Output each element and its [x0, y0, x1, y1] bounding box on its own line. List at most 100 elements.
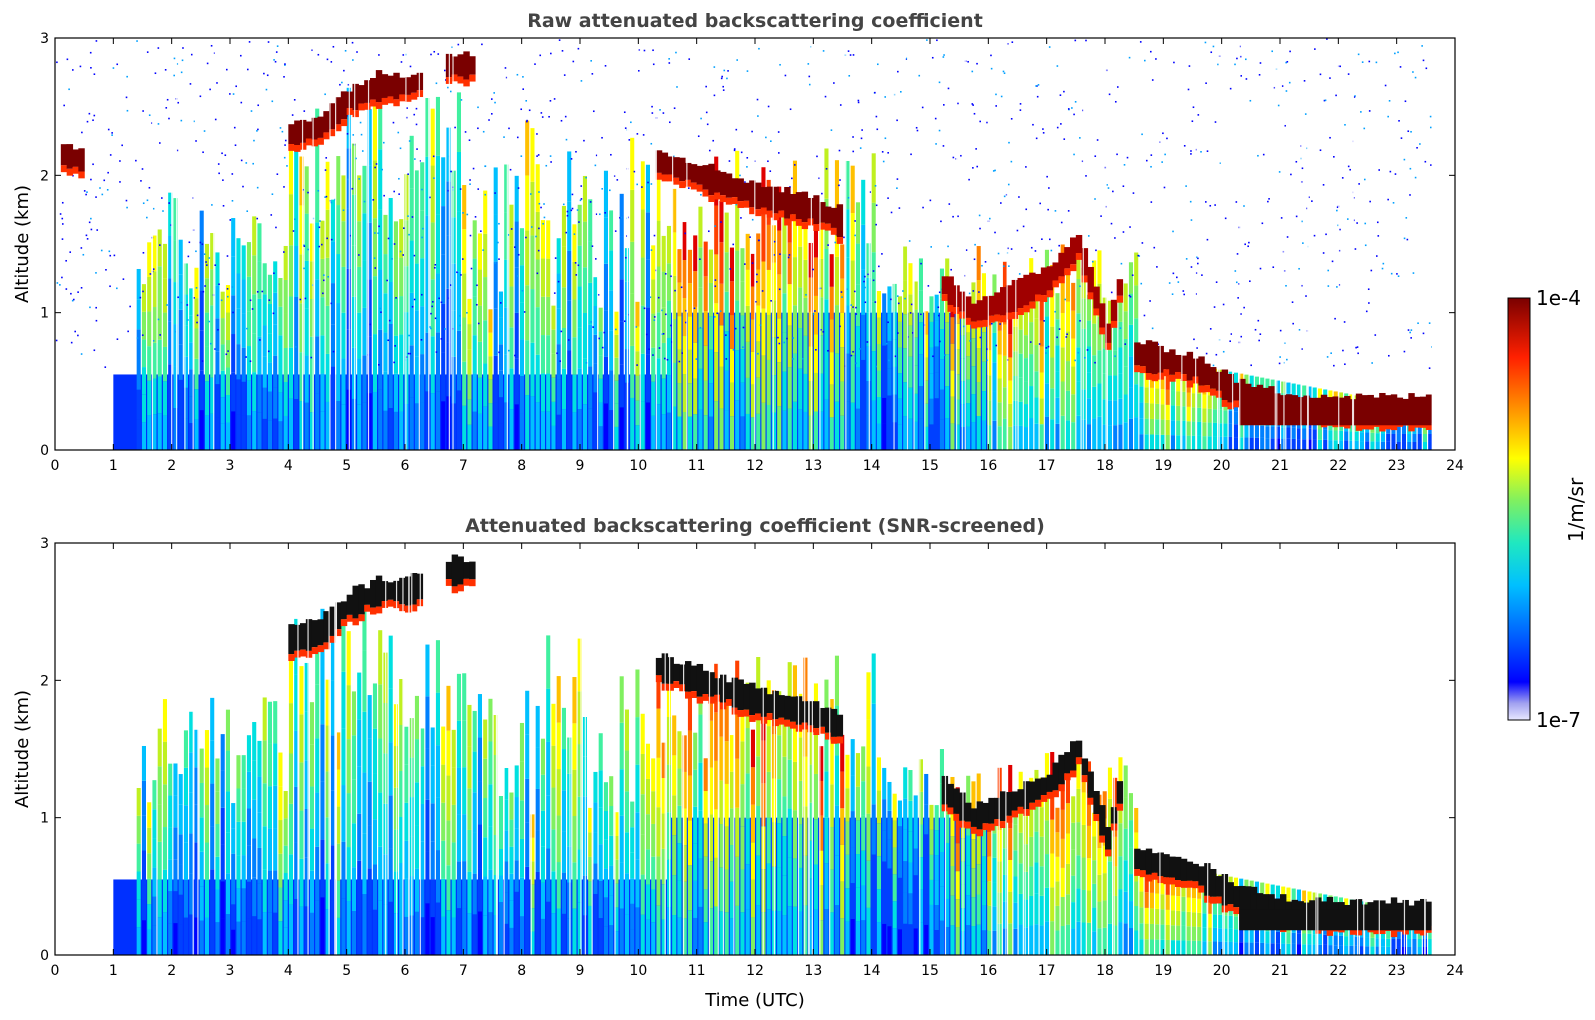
noise-pixel: [528, 109, 531, 112]
precip-streak: [588, 832, 593, 857]
precip-streak: [598, 918, 603, 955]
precip-streak: [1013, 824, 1018, 851]
cloud-edge: [451, 586, 459, 594]
precip-streak: [955, 815, 960, 844]
precip-streak: [1034, 371, 1039, 398]
precip-streak: [498, 291, 503, 318]
precip-streak: [162, 381, 167, 416]
precip-streak: [876, 922, 881, 955]
cloud-edge: [1385, 422, 1392, 430]
cloud-cell: [1198, 356, 1205, 386]
noise-pixel: [265, 88, 268, 91]
noise-pixel: [729, 268, 732, 270]
precip-streak: [147, 878, 152, 905]
precip-streak: [666, 812, 671, 860]
precip-streak: [635, 764, 640, 813]
precip-streak: [1207, 941, 1212, 955]
cloud-edge: [679, 684, 686, 692]
noise-pixel: [1143, 314, 1146, 317]
noise-pixel: [657, 296, 660, 299]
precip-streak: [1134, 417, 1139, 450]
noise-pixel: [105, 268, 107, 271]
precip-streak: [1044, 786, 1049, 821]
cloud-edge: [335, 629, 342, 637]
noise-pixel: [902, 290, 904, 292]
cloud-cell: [288, 624, 295, 655]
precip-streak: [1312, 387, 1317, 398]
precip-streak: [903, 280, 908, 315]
precip-streak: [409, 292, 414, 346]
precip-streak: [672, 188, 677, 233]
precip-streak: [388, 407, 393, 450]
precip-streak: [514, 175, 519, 222]
precip-streak: [273, 785, 278, 829]
noise-pixel: [1347, 165, 1350, 168]
noise-pixel: [449, 284, 452, 286]
precip-streak: [362, 260, 367, 308]
precip-streak: [745, 269, 750, 306]
precip-streak: [792, 160, 797, 209]
precip-streak: [614, 357, 619, 381]
precip-streak: [399, 679, 404, 726]
precip-streak: [420, 258, 425, 307]
precip-streak: [787, 857, 792, 907]
noise-pixel: [838, 149, 841, 152]
precip-streak: [462, 814, 467, 862]
noise-pixel: [534, 63, 536, 65]
precip-streak: [509, 204, 514, 246]
precip-streak: [241, 415, 246, 450]
noise-pixel: [719, 310, 722, 312]
precip-streak: [840, 312, 845, 348]
precip-streak: [456, 814, 461, 862]
noise-pixel: [209, 342, 212, 345]
precip-streak: [561, 749, 566, 791]
noise-pixel: [514, 354, 516, 357]
precip-streak: [477, 341, 482, 378]
precip-streak: [913, 393, 918, 422]
noise-pixel: [613, 175, 616, 177]
precip-streak: [278, 335, 283, 365]
precip-streak: [1365, 441, 1370, 450]
precip-streak: [651, 313, 656, 348]
precip-streak: [929, 373, 934, 399]
noise-pixel: [1326, 356, 1329, 358]
noise-pixel: [526, 119, 528, 122]
noise-pixel: [1389, 170, 1392, 173]
noise-pixel: [1354, 95, 1356, 97]
noise-pixel: [904, 297, 906, 300]
precip-streak: [703, 241, 708, 277]
noise-pixel: [440, 338, 443, 340]
cloud-cell: [1058, 252, 1065, 277]
precip-streak: [803, 806, 808, 856]
noise-pixel: [480, 230, 482, 232]
noise-pixel: [1394, 52, 1396, 55]
precip-streak: [210, 826, 215, 870]
noise-pixel: [1064, 298, 1067, 301]
data-gap: [686, 38, 688, 450]
precip-streak: [1412, 441, 1417, 450]
precip-streak: [1359, 432, 1364, 442]
precip-streak: [892, 847, 897, 875]
precip-streak: [918, 857, 923, 890]
precip-streak: [441, 726, 446, 765]
precip-streak: [672, 835, 677, 876]
precip-streak: [378, 846, 383, 901]
cloud-cell: [1011, 279, 1019, 313]
precip-streak: [630, 903, 635, 930]
noise-pixel: [146, 199, 149, 202]
precip-streak: [346, 847, 351, 902]
cloud-cell: [358, 584, 365, 615]
precip-streak: [483, 798, 488, 838]
precip-streak: [530, 908, 535, 932]
precip-streak: [467, 829, 472, 872]
cloud-edge: [988, 315, 995, 323]
precip-streak: [189, 914, 194, 955]
cloud-edge: [370, 607, 377, 615]
precip-streak: [1055, 293, 1060, 320]
precip-streak: [645, 212, 650, 260]
x-tick-label: 16: [979, 458, 997, 474]
cloud-edge: [352, 110, 359, 118]
precip-streak: [1265, 378, 1270, 391]
noise-pixel: [1030, 246, 1033, 249]
precip-streak: [598, 355, 603, 379]
